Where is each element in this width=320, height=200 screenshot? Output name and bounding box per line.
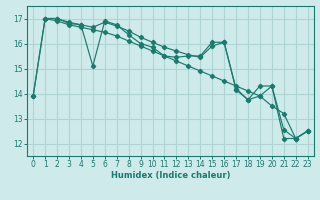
X-axis label: Humidex (Indice chaleur): Humidex (Indice chaleur) [111,171,230,180]
